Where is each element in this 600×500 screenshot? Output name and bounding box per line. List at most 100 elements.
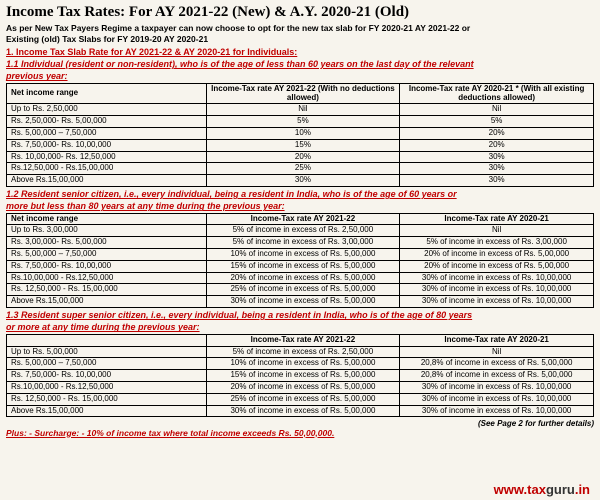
table-row: Rs.10,00,000 - Rs.12,50,00020% of income…	[7, 381, 594, 393]
table-cell: 20,8% of income in excess of Rs. 5,00,00…	[400, 358, 594, 370]
table-cell: 25% of income in excess of Rs. 5,00,000	[206, 393, 400, 405]
table-cell: Rs. 2,50,000- Rs. 5,00,000	[7, 116, 207, 128]
note-1-3b: or more at any time during the previous …	[6, 322, 594, 332]
table-cell: 25% of income in excess of Rs. 5,00,000	[206, 284, 400, 296]
table-header: Income-Tax rate AY 2020-21 * (With all e…	[400, 83, 594, 104]
note-1-1b: previous year:	[6, 71, 594, 81]
table-cell: Up to Rs. 2,50,000	[7, 104, 207, 116]
table-row: Up to Rs. 2,50,000NilNil	[7, 104, 594, 116]
table-cell: 30% of income in excess of Rs. 10,00,000	[400, 393, 594, 405]
table-header: Income-Tax rate AY 2020-21	[400, 334, 594, 346]
table-cell: 15% of income in excess of Rs. 5,00,000	[206, 260, 400, 272]
table-cell: Nil	[206, 104, 400, 116]
table-cell: Rs. 7,50,000- Rs. 10,00,000	[7, 139, 207, 151]
tax-table-2: Net income range Income-Tax rate AY 2021…	[6, 213, 594, 308]
table-cell: 15%	[206, 139, 400, 151]
table-cell: 30% of income in excess of Rs. 5,00,000	[206, 296, 400, 308]
wm-part: www.	[494, 482, 527, 497]
subtitle-line-1: As per New Tax Payers Regime a taxpayer …	[6, 24, 594, 34]
table-cell: Up to Rs. 3,00,000	[7, 225, 207, 237]
table-cell: Rs. 10,00,000- Rs. 12,50,000	[7, 151, 207, 163]
table-row: Rs. 2,50,000- Rs. 5,00,0005%5%	[7, 116, 594, 128]
table-cell: Nil	[400, 104, 594, 116]
table-cell: 10%	[206, 128, 400, 140]
table-cell: 20%	[400, 139, 594, 151]
table-row: Rs. 7,50,000- Rs. 10,00,00015% of income…	[7, 260, 594, 272]
table-cell: 5% of income in excess of Rs. 2,50,000	[206, 346, 400, 358]
table-cell: 30% of income in excess of Rs. 10,00,000	[400, 272, 594, 284]
table-cell: Nil	[400, 346, 594, 358]
page-title: Income Tax Rates: For AY 2021-22 (New) &…	[6, 4, 594, 21]
table-row: Above Rs.15,00,000 30% of income in exces…	[7, 405, 594, 417]
wm-part: guru	[546, 482, 575, 497]
table-header	[7, 334, 207, 346]
note-1-1a: 1.1 Individual (resident or non-resident…	[6, 59, 594, 69]
table-row: Rs. 7,50,000- Rs. 10,00,00015%20%	[7, 139, 594, 151]
table-cell: Rs.10,00,000 - Rs.12,50,000	[7, 381, 207, 393]
table-cell: Rs. 12,50,000 - Rs. 15,00,000	[7, 284, 207, 296]
table-cell: Rs.12,50,000 - Rs.15,00,000	[7, 163, 207, 175]
table-cell: Above Rs.15,00,000	[7, 296, 207, 308]
table-cell: Above Rs.15,00,000	[7, 175, 207, 187]
table-body-3: Up to Rs. 5,00,0005% of income in excess…	[7, 346, 594, 417]
table-cell: Up to Rs. 5,00,000	[7, 346, 207, 358]
table-cell: 25%	[206, 163, 400, 175]
table-row: Rs. 5,00,000 – 7,50,00010% of income in …	[7, 249, 594, 261]
table-row: Rs. 12,50,000 - Rs. 15,00,00025% of inco…	[7, 393, 594, 405]
note-1-2a: 1.2 Resident senior citizen, i.e., every…	[6, 189, 594, 199]
table-cell: 20% of income in excess of Rs. 5,00,000	[206, 381, 400, 393]
table-cell: 30% of income in excess of Rs. 10,00,000	[400, 405, 594, 417]
table-row: Rs.12,50,000 - Rs.15,00,00025%30%	[7, 163, 594, 175]
table-cell: 20% of income in excess of Rs. 5,00,000	[206, 272, 400, 284]
table-cell: Nil	[400, 225, 594, 237]
table-header: Net income range	[7, 213, 207, 225]
table-row: Rs.10,00,000 - Rs.12,50,00020% of income…	[7, 272, 594, 284]
watermark: www.taxguru.in	[494, 483, 590, 498]
table-body-2: Up to Rs. 3,00,0005% of income in excess…	[7, 225, 594, 308]
table-cell: 20%	[400, 128, 594, 140]
surcharge-note: Plus: - Surcharge: - 10% of income tax w…	[6, 429, 594, 439]
table-row: Rs. 5,00,000 – 7,50,00010%20%	[7, 128, 594, 140]
table-cell: Rs. 5,00,000 – 7,50,000	[7, 249, 207, 261]
table-row: Rs. 12,50,000 - Rs. 15,00,00025% of inco…	[7, 284, 594, 296]
table-body-1: Up to Rs. 2,50,000NilNilRs. 2,50,000- Rs…	[7, 104, 594, 187]
page-reference: (See Page 2 for further details)	[478, 419, 594, 428]
table-cell: 30%	[400, 151, 594, 163]
table-row: Rs. 10,00,000- Rs. 12,50,00020%30%	[7, 151, 594, 163]
table-row: Above Rs.15,00,00030%30%	[7, 175, 594, 187]
table-cell: Rs. 7,50,000- Rs. 10,00,000	[7, 260, 207, 272]
table-cell: 20% of income in excess of Rs. 5,00,000	[400, 260, 594, 272]
table-row: Rs. 7,50,000- Rs. 10,00,00015% of income…	[7, 370, 594, 382]
table-cell: Rs.10,00,000 - Rs.12,50,000	[7, 272, 207, 284]
table-cell: Rs. 5,00,000 – 7,50,000	[7, 358, 207, 370]
table-header: Income-Tax rate AY 2021-22	[206, 334, 400, 346]
wm-part: tax	[527, 482, 546, 497]
table-header: Income-Tax rate AY 2021-22	[206, 213, 400, 225]
table-cell: 30%	[400, 175, 594, 187]
table-cell: 20%	[206, 151, 400, 163]
table-header: Income-Tax rate AY 2020-21	[400, 213, 594, 225]
tax-table-3: Income-Tax rate AY 2021-22 Income-Tax ra…	[6, 334, 594, 418]
table-cell: 20% of income in excess of Rs. 5,00,000	[400, 249, 594, 261]
table-cell: 5% of income in excess of Rs. 2,50,000	[206, 225, 400, 237]
table-header: Income-Tax rate AY 2021-22 (With no dedu…	[206, 83, 400, 104]
table-cell: 10% of income in excess of Rs. 5,00,000	[206, 249, 400, 261]
table-row: Above Rs.15,00,00030% of income in exces…	[7, 296, 594, 308]
table-cell: Rs. 7,50,000- Rs. 10,00,000	[7, 370, 207, 382]
table-cell: 5% of income in excess of Rs. 3,00,000	[206, 237, 400, 249]
table-cell: Rs. 12,50,000 - Rs. 15,00,000	[7, 393, 207, 405]
table-cell: 15% of income in excess of Rs. 5,00,000	[206, 370, 400, 382]
tax-table-1: Net income range Income-Tax rate AY 2021…	[6, 83, 594, 187]
table-cell: Rs. 5,00,000 – 7,50,000	[7, 128, 207, 140]
table-cell: 10% of income in excess of Rs. 5,00,000	[206, 358, 400, 370]
table-cell: 20,8% of income in excess of Rs. 5,00,00…	[400, 370, 594, 382]
table-cell: 5%	[400, 116, 594, 128]
table-row: Up to Rs. 5,00,0005% of income in excess…	[7, 346, 594, 358]
section-heading-1: 1. Income Tax Slab Rate for AY 2021-22 &…	[6, 47, 594, 57]
table-row: Rs. 3,00,000- Rs. 5,00,0005% of income i…	[7, 237, 594, 249]
table-cell: 30%	[206, 175, 400, 187]
table-row: Rs. 5,00,000 – 7,50,00010% of income in …	[7, 358, 594, 370]
table-header: Net income range	[7, 83, 207, 104]
table-cell: Above Rs.15,00,000	[7, 405, 207, 417]
table-cell: 5% of income in excess of Rs. 3,00,000	[400, 237, 594, 249]
